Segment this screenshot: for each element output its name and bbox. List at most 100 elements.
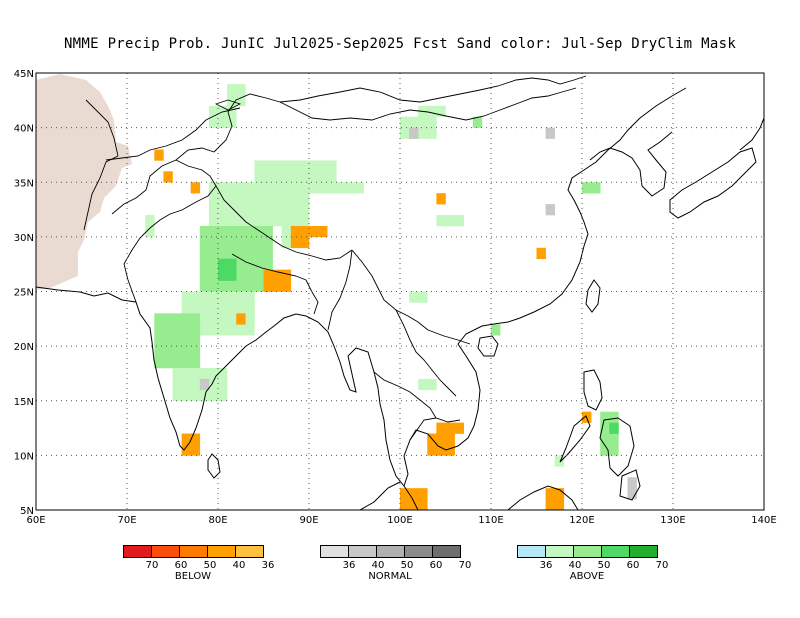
forecast-cell — [263, 215, 273, 227]
legend-below-swatch — [179, 545, 208, 558]
forecast-cell — [281, 269, 292, 281]
legend-below-swatch — [235, 545, 264, 558]
forecast-cell — [454, 215, 464, 227]
forecast-cell — [327, 171, 337, 183]
legend-above-swatch — [601, 545, 630, 558]
forecast-cell — [199, 313, 210, 325]
forecast-cell — [263, 258, 273, 270]
forecast-cell — [627, 477, 637, 489]
forecast-cell — [172, 346, 182, 358]
legend-above: 36 40 50 60 70 ABOVE — [517, 545, 668, 582]
forecast-cell — [445, 433, 455, 445]
legend-below-label: 36 — [261, 560, 275, 571]
forecast-cell — [154, 313, 164, 325]
forecast-cell — [445, 422, 455, 434]
forecast-cell — [181, 357, 191, 369]
forecast-cell — [208, 182, 219, 194]
lon-tick-label: 90E — [299, 515, 318, 526]
forecast-cell — [208, 215, 219, 227]
forecast-cell — [236, 193, 246, 205]
forecast-cell — [227, 291, 237, 303]
forecast-cell — [199, 258, 210, 270]
legend-below-label: 70 — [145, 560, 159, 571]
forecast-cell — [281, 182, 292, 194]
forecast-cell — [208, 258, 219, 270]
forecast-cell — [208, 269, 219, 281]
forecast-cell — [190, 313, 201, 325]
forecast-cell — [208, 105, 219, 117]
legend-above-swatch — [517, 545, 546, 558]
forecast-cell — [218, 247, 228, 260]
lon-tick-label: 60E — [26, 515, 45, 526]
forecast-cell — [400, 116, 410, 128]
legend-above-label: 36 — [539, 560, 553, 571]
forecast-cell — [199, 324, 210, 336]
lat-tick-label: 25N — [14, 288, 34, 299]
forecast-cell — [299, 236, 310, 249]
forecast-cell — [554, 455, 565, 467]
forecast-cell — [245, 225, 255, 238]
forecast-cell — [345, 182, 355, 194]
forecast-cell — [208, 280, 219, 292]
forecast-cell — [218, 302, 228, 314]
forecast-cell — [309, 171, 319, 183]
forecast-cell — [190, 335, 201, 347]
lon-tick-label: 70E — [117, 515, 136, 526]
forecast-cell — [409, 488, 419, 500]
forecast-cell — [445, 215, 455, 227]
forecast-cell — [190, 389, 201, 402]
legend-normal-swatch — [404, 545, 433, 558]
forecast-cell — [263, 247, 273, 260]
forecast-cell — [190, 367, 201, 380]
forecast-cell — [154, 335, 164, 347]
forecast-cell — [218, 291, 228, 303]
legend-below-label: 50 — [203, 560, 217, 571]
forecast-cell — [254, 215, 264, 227]
forecast-cell — [245, 193, 255, 205]
legend-above-swatches — [517, 545, 658, 558]
forecast-cell — [609, 422, 619, 434]
forecast-cell — [309, 160, 319, 172]
forecast-cell — [218, 389, 228, 402]
forecast-cell — [436, 422, 446, 434]
forecast-cell — [600, 444, 610, 456]
forecast-cell — [218, 193, 228, 205]
forecast-cell — [163, 346, 173, 358]
forecast-cell — [245, 313, 255, 325]
legend-normal-swatches — [320, 545, 461, 558]
forecast-cell — [172, 357, 182, 369]
forecast-cell — [281, 171, 292, 183]
legend-below-label: 60 — [174, 560, 188, 571]
forecast-cells — [145, 83, 637, 510]
forecast-cell — [154, 346, 164, 358]
forecast-cell — [181, 291, 191, 303]
forecast-cell — [409, 499, 419, 510]
forecast-cell — [163, 324, 173, 336]
forecast-cell — [236, 269, 246, 281]
forecast-cell — [418, 116, 428, 128]
lat-tick-label: 35N — [14, 178, 34, 189]
forecast-cell — [227, 116, 237, 128]
forecast-cell — [418, 488, 428, 500]
forecast-cell — [318, 171, 328, 183]
forecast-cell — [218, 280, 228, 292]
forecast-cell — [190, 357, 201, 369]
forecast-cell — [172, 378, 182, 391]
forecast-cell — [227, 258, 237, 270]
forecast-cell — [281, 160, 292, 172]
forecast-cell — [281, 204, 292, 216]
forecast-cell — [536, 247, 546, 260]
forecast-cell — [190, 291, 201, 303]
forecast-cell — [545, 127, 555, 139]
forecast-cell — [208, 291, 219, 303]
forecast-cell — [418, 127, 428, 139]
forecast-cell — [582, 182, 592, 194]
forecast-cell — [272, 215, 282, 227]
legend-normal-label: 70 — [458, 560, 472, 571]
forecast-cell — [199, 302, 210, 314]
legend-normal-label: 36 — [342, 560, 356, 571]
forecast-cell — [545, 488, 555, 500]
legend-above-label: 60 — [626, 560, 640, 571]
legend-above-label: 40 — [568, 560, 582, 571]
